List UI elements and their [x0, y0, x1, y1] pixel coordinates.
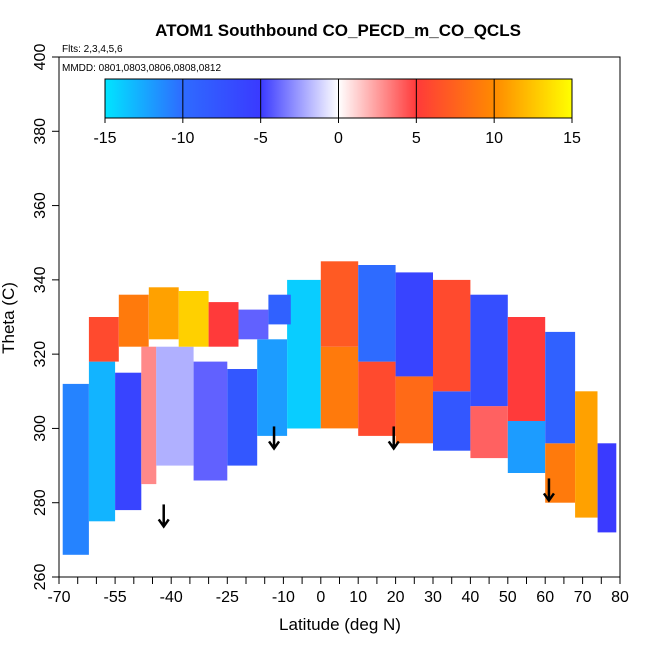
x-tick-label: 80 — [611, 589, 629, 606]
x-tick-label: -25 — [216, 589, 239, 606]
y-tick-label: 320 — [32, 341, 49, 368]
heatmap-cell — [433, 391, 471, 451]
heatmap-cell — [358, 265, 396, 362]
x-axis-label: Latitude (deg N) — [279, 615, 401, 634]
heatmap-cell — [287, 279, 321, 429]
y-tick-label: 260 — [32, 564, 49, 591]
x-tick-label: -10 — [272, 589, 295, 606]
y-tick-label: 280 — [32, 489, 49, 516]
y-tick-label: 400 — [32, 44, 49, 71]
heatmap-cell — [470, 406, 508, 459]
colorbar-tick-label: 10 — [485, 130, 503, 147]
arrow-head-icon — [387, 440, 400, 451]
heatmap-cell — [268, 294, 291, 325]
y-tick-label: 300 — [32, 415, 49, 442]
colorbar-tick-label: -10 — [171, 130, 194, 147]
colorbar: -15 -10 -5 0 5 10 15 — [93, 78, 581, 147]
x-tick-label: 10 — [349, 589, 367, 606]
x-tick-label: 0 — [316, 589, 325, 606]
colorbar-ticks: -15 -10 -5 0 5 10 15 — [93, 79, 581, 147]
dates-note: MMDD: 0801,0803,0806,0808,0812 — [62, 63, 221, 74]
heatmap-cell — [395, 376, 433, 444]
arrow-head-icon — [268, 440, 281, 451]
x-tick-label: -55 — [104, 589, 127, 606]
heatmap-cell — [257, 339, 288, 436]
x-tick-label: 70 — [574, 589, 592, 606]
heatmap-cell — [597, 443, 617, 533]
heatmap-cell — [433, 279, 471, 392]
chart-title: ATOM1 Southbound CO_PECD_m_CO_QCLS — [155, 21, 521, 40]
colorbar-tick-label: 0 — [334, 130, 343, 147]
heatmap-cell — [141, 346, 157, 485]
heatmap-cell — [395, 272, 433, 377]
heatmap-cell — [575, 391, 598, 518]
colorbar-tick-label: -15 — [93, 130, 116, 147]
x-tick-label: 30 — [424, 589, 442, 606]
arrow-head-icon — [542, 492, 555, 503]
x-tick-label: -40 — [160, 589, 183, 606]
heatmap-cell — [88, 361, 116, 522]
heatmap-cell — [320, 346, 359, 429]
heatmap-layer — [62, 261, 617, 555]
colorbar-tick-label: 15 — [563, 130, 581, 147]
heatmap-cell — [507, 317, 546, 421]
heatmap-cell — [208, 302, 239, 347]
y-axis: 260 280 300 320 340 360 380 400 — [32, 44, 59, 591]
y-tick-label: 380 — [32, 118, 49, 145]
y-tick-label: 340 — [32, 266, 49, 293]
colorbar-tick-label: -5 — [254, 130, 268, 147]
heatmap-cell — [545, 331, 576, 444]
heatmap-cell — [470, 294, 508, 407]
y-axis-label: Theta (C) — [0, 282, 18, 354]
flights-note: Flts: 2,3,4,5,6 — [62, 44, 123, 55]
heatmap-cell — [320, 261, 359, 347]
x-tick-label: 40 — [462, 589, 480, 606]
heatmap-cell — [238, 309, 269, 340]
heatmap-cell — [178, 291, 209, 347]
heatmap-cell — [148, 287, 179, 340]
x-tick-label: 20 — [387, 589, 405, 606]
colorbar-tick-label: 5 — [412, 130, 421, 147]
heatmap-cell — [507, 421, 546, 473]
x-tick-label: 60 — [536, 589, 554, 606]
heatmap-cell — [62, 383, 89, 555]
heatmap-cell — [227, 369, 258, 466]
heatmap-cell — [88, 317, 119, 362]
y-tick-label: 360 — [32, 192, 49, 219]
heatmap-cell — [193, 361, 228, 481]
arrow-head-icon — [157, 518, 170, 529]
heatmap-cell — [115, 372, 142, 511]
x-tick-label: 50 — [499, 589, 517, 606]
x-tick-label: -70 — [47, 589, 70, 606]
x-axis: -70 -55 -40 -25 -10 0 10 20 30 40 50 60 70 80 — [47, 577, 629, 606]
arrow-layer — [157, 426, 555, 529]
heatmap-cell — [118, 294, 149, 347]
heatmap-cell — [358, 361, 396, 436]
heatmap-cell — [156, 346, 194, 466]
